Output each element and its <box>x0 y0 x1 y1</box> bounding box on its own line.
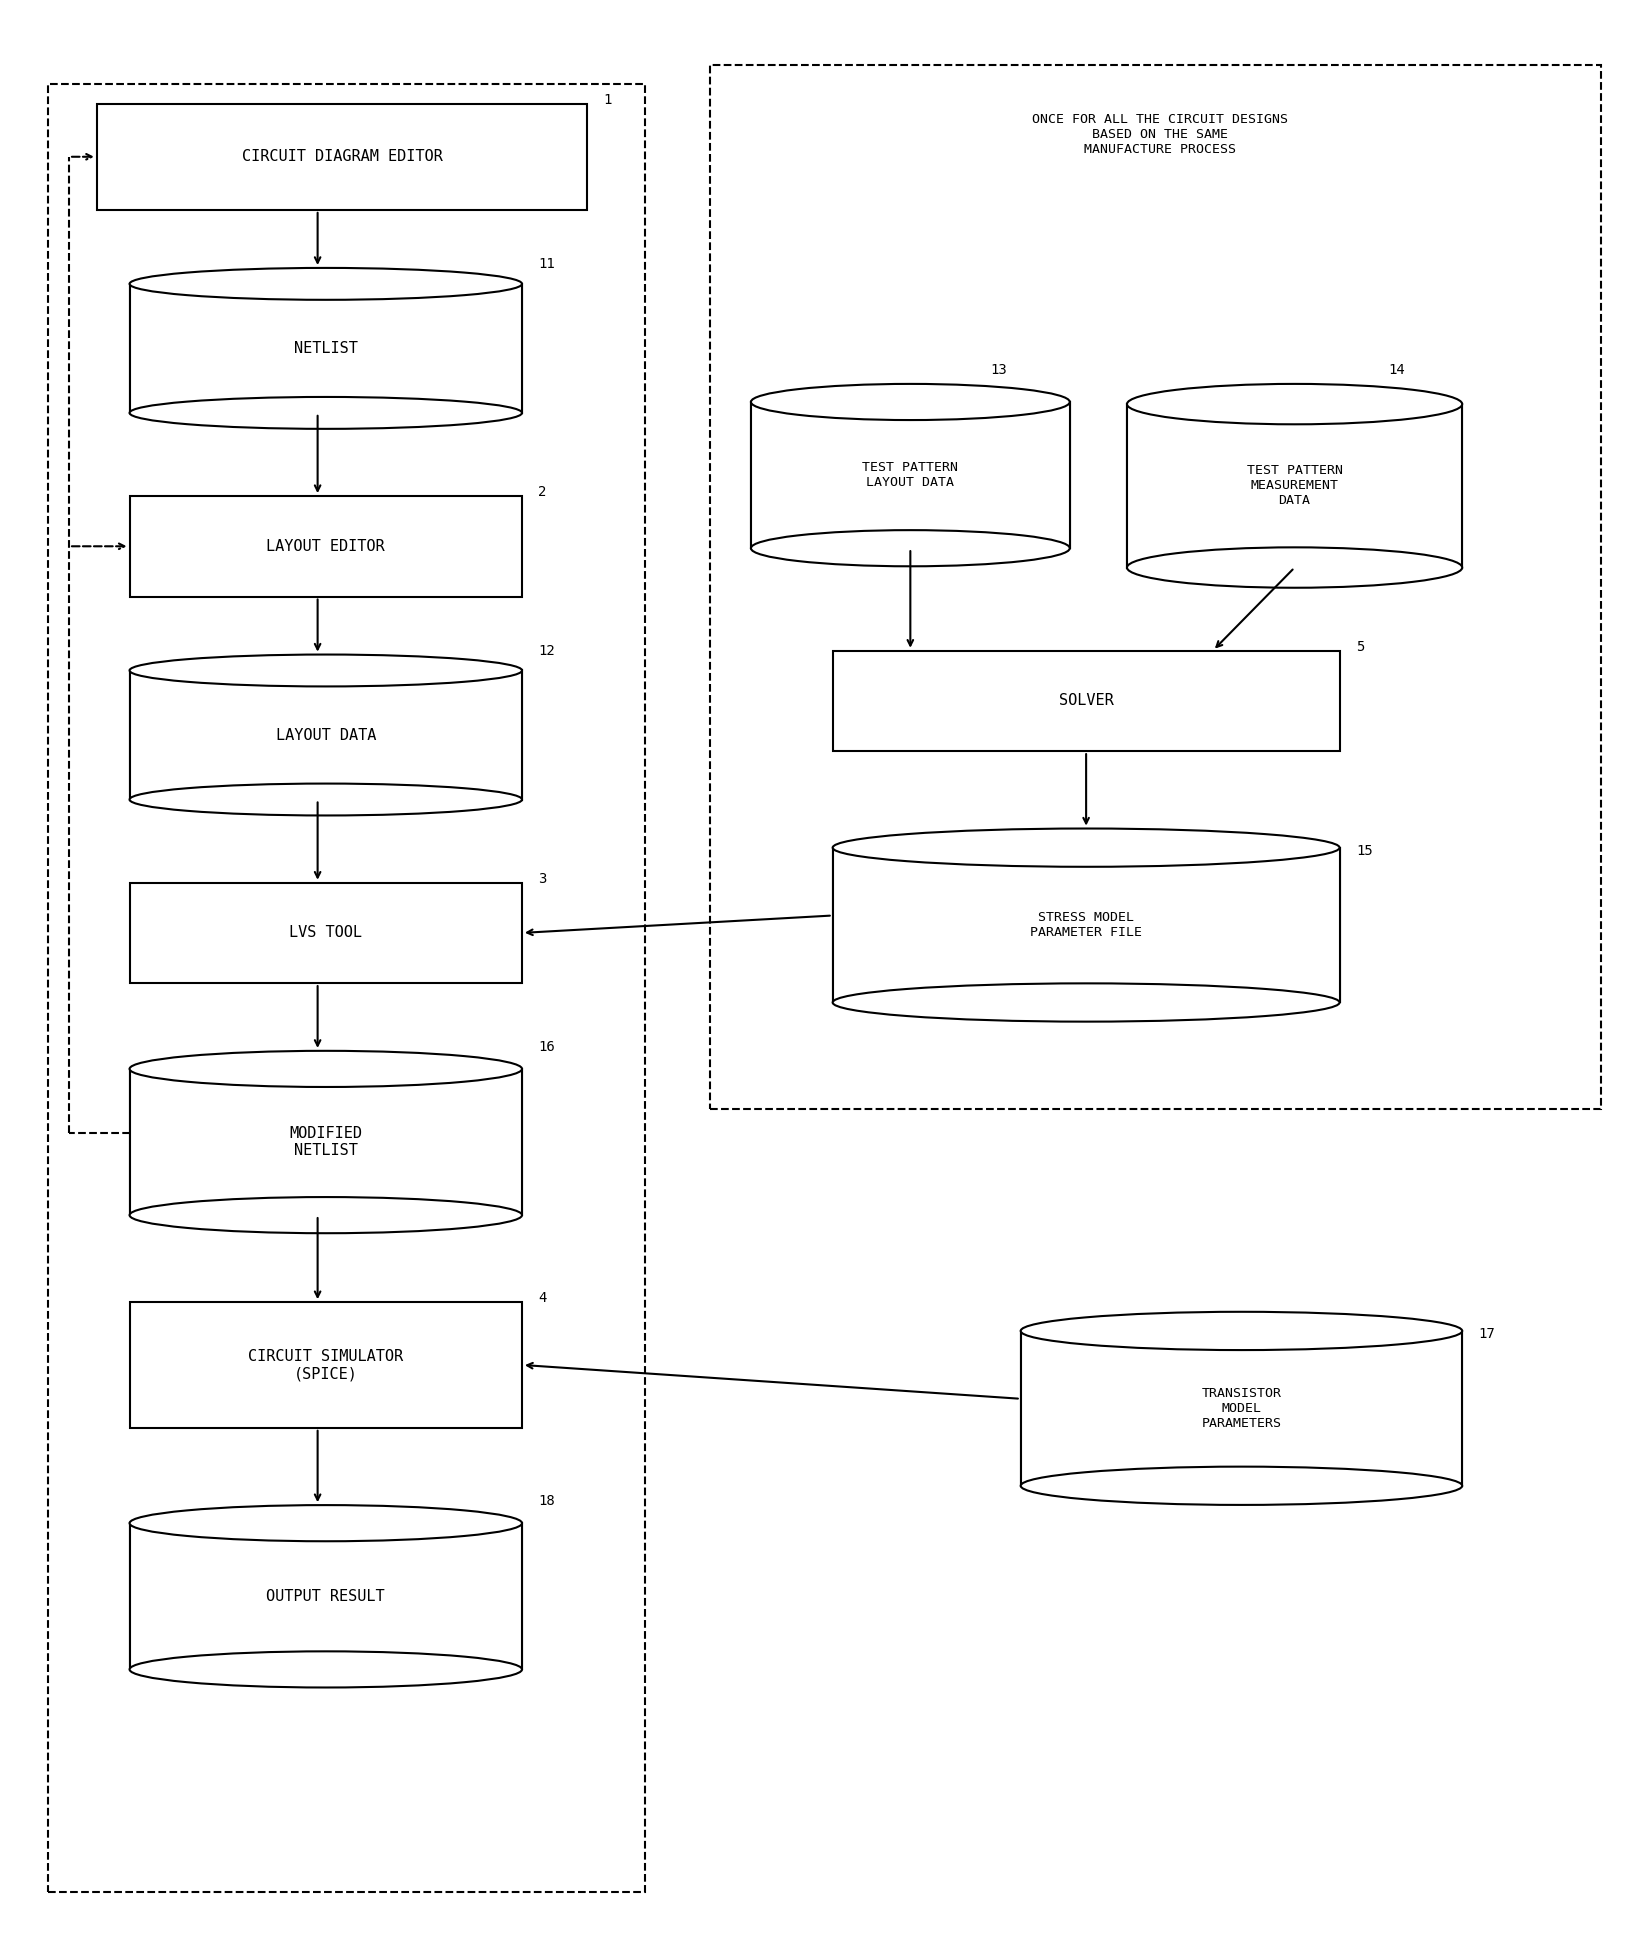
Bar <box>832 847 1338 1001</box>
Text: 17: 17 <box>1478 1328 1495 1341</box>
Bar <box>130 1523 522 1667</box>
Bar <box>130 284 522 411</box>
Text: CIRCUIT DIAGRAM EDITOR: CIRCUIT DIAGRAM EDITOR <box>242 150 442 164</box>
Ellipse shape <box>750 530 1070 567</box>
Ellipse shape <box>130 397 522 428</box>
Ellipse shape <box>1126 384 1462 424</box>
Text: STRESS MODEL
PARAMETER FILE: STRESS MODEL PARAMETER FILE <box>1030 911 1142 938</box>
Text: 5: 5 <box>1355 641 1363 654</box>
Bar <box>130 1069 522 1213</box>
Ellipse shape <box>130 1197 522 1232</box>
Text: TEST PATTERN
MEASUREMENT
DATA: TEST PATTERN MEASUREMENT DATA <box>1246 463 1341 508</box>
Ellipse shape <box>130 269 522 300</box>
Bar <box>1020 1332 1462 1484</box>
Text: 2: 2 <box>537 485 547 498</box>
FancyBboxPatch shape <box>832 650 1338 752</box>
FancyBboxPatch shape <box>130 496 522 596</box>
Bar <box>130 670 522 798</box>
Text: SOLVER: SOLVER <box>1058 693 1112 709</box>
Text: 3: 3 <box>537 872 547 886</box>
Ellipse shape <box>832 983 1338 1022</box>
Bar <box>130 670 522 800</box>
FancyBboxPatch shape <box>130 1303 522 1427</box>
Text: 18: 18 <box>537 1493 555 1509</box>
Text: LVS TOOL: LVS TOOL <box>288 925 363 940</box>
Bar <box>130 284 522 413</box>
Ellipse shape <box>130 654 522 687</box>
Text: NETLIST: NETLIST <box>293 341 358 356</box>
Bar <box>750 401 1070 547</box>
Ellipse shape <box>1020 1312 1462 1349</box>
Text: MODIFIED
NETLIST: MODIFIED NETLIST <box>288 1125 363 1158</box>
Ellipse shape <box>832 829 1338 866</box>
Bar <box>832 847 1338 1003</box>
Text: TRANSISTOR
MODEL
PARAMETERS: TRANSISTOR MODEL PARAMETERS <box>1201 1386 1280 1429</box>
Text: 4: 4 <box>537 1291 547 1304</box>
Ellipse shape <box>130 1651 522 1688</box>
Text: 11: 11 <box>537 257 555 271</box>
Bar <box>1020 1332 1462 1486</box>
Text: TEST PATTERN
LAYOUT DATA: TEST PATTERN LAYOUT DATA <box>862 461 957 489</box>
Text: ONCE FOR ALL THE CIRCUIT DESIGNS
BASED ON THE SAME
MANUFACTURE PROCESS: ONCE FOR ALL THE CIRCUIT DESIGNS BASED O… <box>1032 113 1287 156</box>
Text: CIRCUIT SIMULATOR
(SPICE): CIRCUIT SIMULATOR (SPICE) <box>249 1349 404 1380</box>
Ellipse shape <box>1020 1466 1462 1505</box>
Text: 13: 13 <box>989 364 1007 378</box>
Ellipse shape <box>130 1505 522 1542</box>
Bar <box>750 401 1070 549</box>
Text: 15: 15 <box>1355 843 1371 857</box>
Text: LAYOUT DATA: LAYOUT DATA <box>275 728 376 742</box>
Bar <box>130 1069 522 1215</box>
Text: 16: 16 <box>537 1040 555 1053</box>
Ellipse shape <box>1126 547 1462 588</box>
Bar <box>1126 405 1462 567</box>
Text: 1: 1 <box>603 93 611 107</box>
Ellipse shape <box>750 384 1070 421</box>
FancyBboxPatch shape <box>97 103 587 210</box>
FancyBboxPatch shape <box>130 882 522 983</box>
Ellipse shape <box>130 783 522 816</box>
Text: OUTPUT RESULT: OUTPUT RESULT <box>267 1589 386 1604</box>
Text: 12: 12 <box>537 644 555 658</box>
Text: 14: 14 <box>1388 364 1404 378</box>
Ellipse shape <box>130 1051 522 1086</box>
Bar <box>1126 405 1462 567</box>
Text: LAYOUT EDITOR: LAYOUT EDITOR <box>267 539 386 553</box>
Bar <box>130 1523 522 1669</box>
